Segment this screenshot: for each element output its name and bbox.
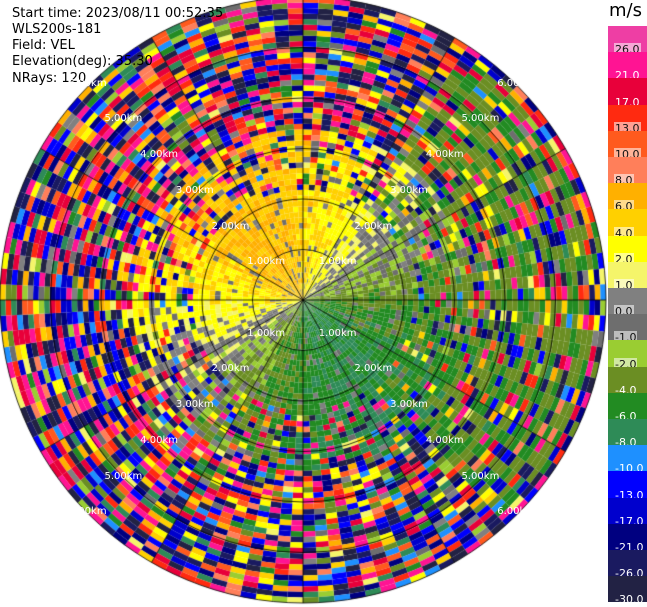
colorbar-swatch: 8.0 bbox=[608, 157, 647, 188]
colorbar-swatch: -6.0 bbox=[608, 392, 647, 423]
colorbar-swatch: -17.0 bbox=[608, 497, 647, 528]
instrument-label: WLS200s-181 bbox=[12, 22, 102, 37]
range-ring-label: 4.00km bbox=[425, 434, 464, 446]
range-ring-label: 5.00km bbox=[461, 470, 500, 482]
colorbar-swatch: -1.0 bbox=[608, 314, 647, 345]
range-ring-label: 4.00km bbox=[140, 149, 178, 161]
colorbar-swatch: -13.0 bbox=[608, 471, 647, 502]
colorbar-swatch: -4.0 bbox=[608, 366, 647, 397]
range-ring-label: 1.00km bbox=[247, 327, 286, 339]
colorbar-swatch: 21.0 bbox=[608, 52, 647, 82]
range-ring-label: 6.00km bbox=[68, 506, 107, 518]
colorbar-swatch: 26.0 bbox=[608, 26, 647, 57]
colorbar-swatch: -26.0 bbox=[608, 550, 647, 580]
range-ring-label: 6.00km bbox=[68, 77, 107, 89]
range-ring-label: 4.00km bbox=[425, 149, 464, 161]
start-time-label: Start time: 2023/08/11 00:52:35 bbox=[12, 6, 224, 21]
range-ring-label: 2.00km bbox=[211, 363, 250, 375]
colorbar-swatch: -2.0 bbox=[608, 340, 647, 371]
range-ring-label: 3.00km bbox=[175, 399, 214, 411]
colorbar-swatch: 17.0 bbox=[608, 78, 647, 109]
colorbar-swatch: -10.0 bbox=[608, 445, 647, 475]
elevation-label: Elevation(deg): 35.30 bbox=[12, 54, 153, 69]
colorbar-swatch: -30.0 bbox=[608, 576, 647, 606]
colorbar-swatch: 10.0 bbox=[608, 130, 647, 161]
colorbar-swatch: -8.0 bbox=[608, 419, 647, 449]
range-ring-label: 1.00km bbox=[318, 327, 357, 339]
range-ring-label: 4.00km bbox=[140, 434, 178, 446]
range-ring-label: 6.00km bbox=[497, 506, 536, 518]
colorbar-tick-label: -30.0 bbox=[615, 593, 644, 607]
colorbar-swatch: 6.0 bbox=[608, 183, 647, 214]
colorbar-swatch: 13.0 bbox=[608, 104, 647, 135]
colorbar-swatch: 4.0 bbox=[608, 209, 647, 240]
range-ring-label: 1.00km bbox=[247, 256, 286, 268]
range-ring-label: 2.00km bbox=[354, 363, 393, 375]
field-label: Field: VEL bbox=[12, 38, 75, 53]
colorbar-unit-label: m/s bbox=[609, 0, 642, 21]
range-ring-label: 2.00km bbox=[354, 220, 393, 232]
colorbar-swatch: -21.0 bbox=[608, 523, 647, 554]
range-ring-label: 2.00km bbox=[211, 220, 250, 232]
range-ring-label: 1.00km bbox=[318, 256, 357, 268]
colorbar-swatch: 2.0 bbox=[608, 235, 647, 266]
range-ring-label: 3.00km bbox=[175, 184, 214, 196]
range-ring-label: 6.00km bbox=[497, 77, 536, 89]
range-ring-label: 5.00km bbox=[461, 113, 500, 125]
range-ring-label: 3.00km bbox=[390, 184, 428, 196]
range-ring-label: 5.00km bbox=[104, 113, 143, 125]
range-ring-label: 5.00km bbox=[104, 470, 143, 482]
colorbar-swatch: 0.0 bbox=[608, 288, 647, 319]
colorbar-swatch: 1.0 bbox=[608, 261, 647, 292]
nrays-label: NRays: 120 bbox=[12, 71, 87, 86]
range-ring-label: 3.00km bbox=[390, 399, 428, 411]
